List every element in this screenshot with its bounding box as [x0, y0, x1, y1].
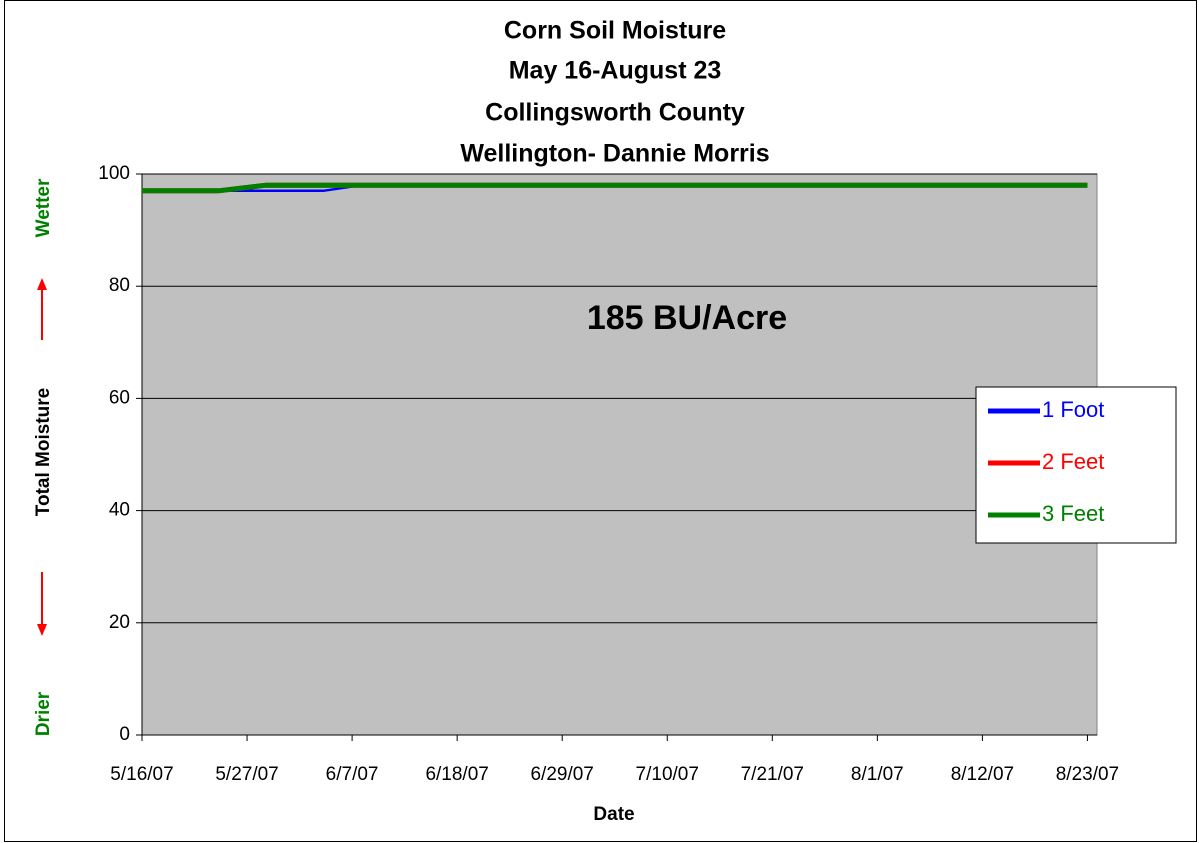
- x-tick-label: 7/21/07: [741, 764, 804, 785]
- x-axis-label: Date: [593, 804, 634, 825]
- x-tick-label: 5/27/07: [215, 764, 278, 785]
- arrow-up: [37, 278, 47, 340]
- x-tick-label: 6/18/07: [425, 764, 488, 785]
- y-axis-label: Total Moisture: [33, 388, 54, 516]
- annotation: 185 BU/Acre: [587, 299, 787, 337]
- x-tick-label: 8/12/07: [951, 764, 1014, 785]
- arrow-down: [37, 572, 47, 636]
- y-tick-label: 0: [119, 724, 130, 745]
- chart-title: May 16-August 23: [509, 57, 722, 85]
- chart-title: Collingsworth County: [485, 99, 745, 127]
- y-tick-label: 40: [109, 500, 130, 521]
- y-axis-drier: Drier: [33, 691, 54, 736]
- legend-label: 2 Feet: [1042, 449, 1104, 474]
- chart-title: Wellington- Dannie Morris: [460, 140, 769, 168]
- x-tick-label: 7/10/07: [636, 764, 699, 785]
- y-tick-label: 60: [109, 387, 130, 408]
- x-tick-label: 6/29/07: [530, 764, 593, 785]
- x-tick-label: 8/23/07: [1056, 764, 1119, 785]
- y-axis-wetter: Wetter: [33, 178, 54, 237]
- series-line: [142, 182, 1088, 194]
- legend-label: 1 Foot: [1042, 397, 1104, 422]
- x-tick-label: 8/1/07: [851, 764, 904, 785]
- y-tick-label: 100: [98, 163, 130, 184]
- legend-label: 3 Feet: [1042, 501, 1104, 526]
- y-tick-label: 80: [109, 275, 130, 296]
- x-tick-label: 5/16/07: [110, 764, 173, 785]
- x-tick-label: 6/7/07: [326, 764, 379, 785]
- y-tick-label: 20: [109, 612, 130, 633]
- plot-area: [141, 173, 1098, 736]
- chart-title: Corn Soil Moisture: [504, 17, 726, 45]
